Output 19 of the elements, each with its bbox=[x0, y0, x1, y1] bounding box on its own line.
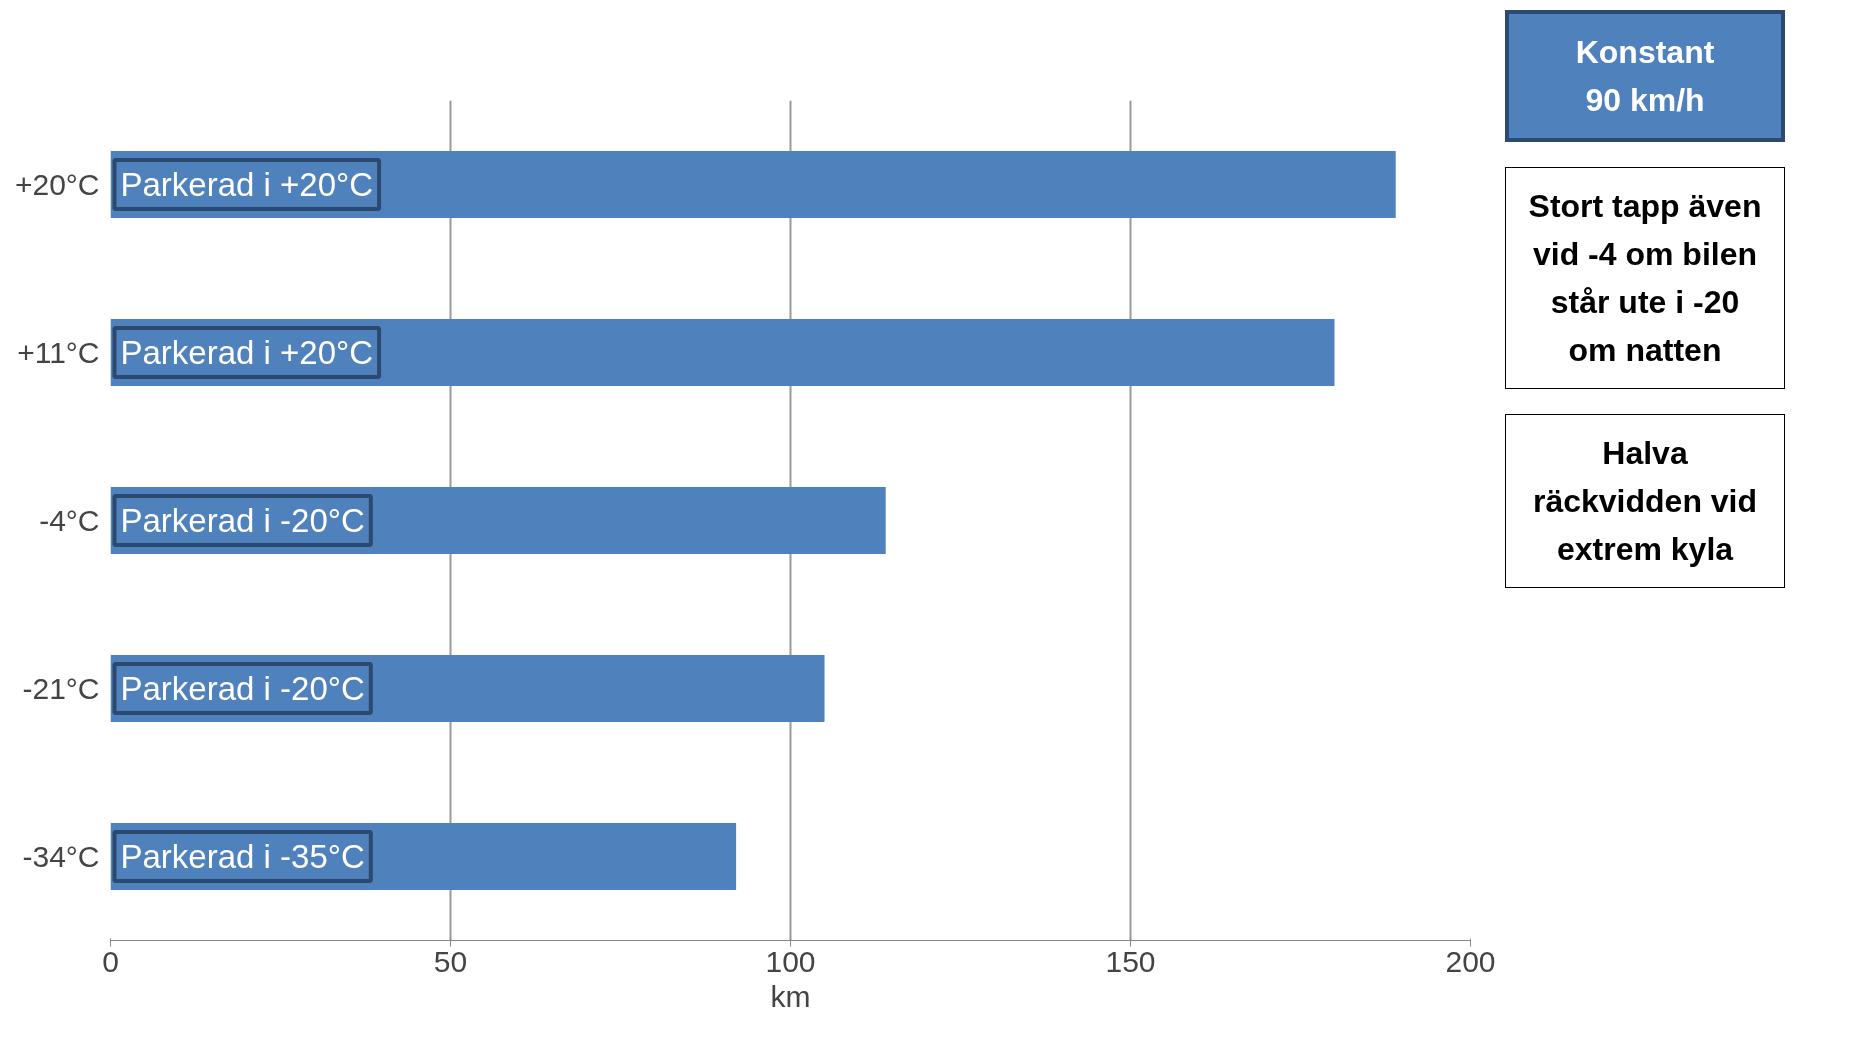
x-tick-label: 50 bbox=[433, 944, 468, 978]
annotation: Parkerad i +20°C bbox=[120, 166, 374, 203]
text: Stort tapp även vid -4 om bilen står ute i -20 om natten bbox=[1528, 187, 1762, 370]
annotation: Parkerad i -20°C bbox=[120, 502, 365, 539]
x-tick-label: 0 bbox=[102, 944, 119, 978]
annotation: Parkerad i +20°C bbox=[120, 334, 374, 371]
x-tick-label: 200 bbox=[1445, 944, 1496, 978]
text: Konstant 90 km/h bbox=[1575, 33, 1715, 120]
annotation: Parkerad i -35°C bbox=[120, 838, 365, 875]
y-tick-label: +11°C bbox=[17, 336, 100, 369]
x-axis-title: km bbox=[770, 979, 811, 1013]
x-tick-label: 100 bbox=[765, 944, 816, 978]
x-tick-label: 150 bbox=[1105, 944, 1156, 978]
y-tick-label: -21°C bbox=[22, 672, 100, 705]
y-tick-label: -4°C bbox=[39, 504, 100, 537]
y-tick-label: -34°C bbox=[22, 840, 100, 873]
y-tick-label: +20°C bbox=[14, 168, 100, 201]
text: Halva räckvidden vid extrem kyla bbox=[1532, 434, 1758, 569]
annotation: Parkerad i -20°C bbox=[120, 670, 365, 707]
